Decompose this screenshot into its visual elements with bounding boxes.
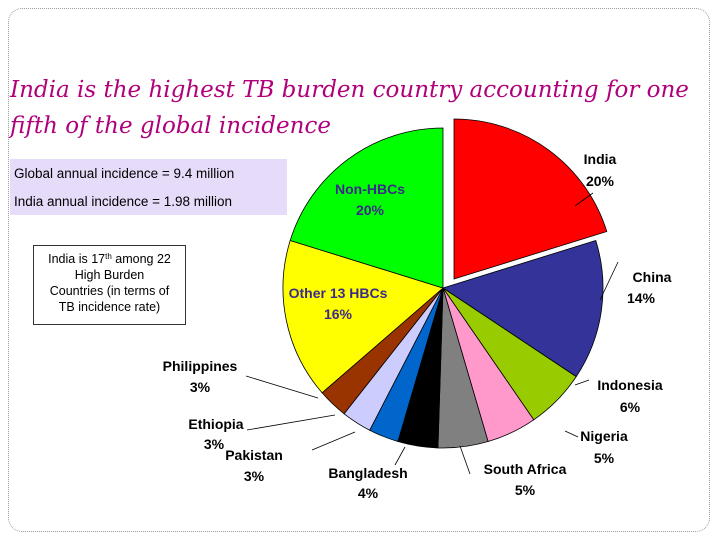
- leader-line-ethiopia: [246, 414, 336, 431]
- slice-percent-philippines: 3%: [190, 379, 211, 395]
- slice-label-south-africa: South Africa: [484, 461, 567, 477]
- slide-title-line-1: India is the highest TB burden country a…: [10, 77, 689, 103]
- slice-label-china: China: [633, 269, 672, 285]
- leader-line-bangladesh: [394, 446, 406, 466]
- leader-line-pakistan: [311, 431, 356, 451]
- rank-note-text-end: among 22: [111, 252, 171, 266]
- rank-note-line-1: India is 17th among 22: [34, 251, 185, 267]
- pie-slice-non-hbcs: [289, 127, 444, 289]
- slice-percent-other-13-hbcs: 16%: [324, 306, 353, 322]
- leader-line-indonesia: [574, 379, 590, 386]
- leader-line-nigeria: [564, 430, 579, 438]
- slice-label-non-hbcs: Non-HBCs: [335, 181, 405, 197]
- rank-note-line-3: Countries (in terms of: [49, 284, 170, 298]
- slice-percent-indonesia: 6%: [620, 399, 641, 415]
- pie-slice-other-13-hbcs: [282, 239, 444, 394]
- leader-line-philippines: [245, 375, 319, 399]
- slice-label-india: India: [584, 151, 617, 167]
- slice-label-bangladesh: Bangladesh: [328, 465, 407, 481]
- pie-slice-china: [442, 239, 604, 378]
- global-incidence-text: Global annual incidence = 9.4 million: [14, 166, 235, 181]
- rank-note-line-2: High Burden: [74, 268, 145, 282]
- slice-percent-ethiopia: 3%: [204, 436, 225, 452]
- slide-title-line-2: fifth of the global incidence: [10, 113, 331, 139]
- leader-line-china: [599, 261, 619, 301]
- slice-label-other-13-hbcs: Other 13 HBCs: [289, 285, 388, 301]
- rank-note-box: India is 17th among 22 High Burden Count…: [33, 245, 186, 325]
- rank-note-text: India is 17: [48, 252, 106, 266]
- slice-label-ethiopia: Ethiopia: [188, 416, 243, 432]
- slice-percent-nigeria: 5%: [594, 450, 615, 466]
- slice-label-pakistan: Pakistan: [225, 447, 283, 463]
- india-incidence-text: India annual incidence = 1.98 million: [14, 194, 233, 209]
- slide-frame: [8, 8, 710, 532]
- leader-line-india: [574, 192, 594, 207]
- incidence-stats-box: Global annual incidence = 9.4 million In…: [10, 159, 287, 215]
- slide-title: India is the highest TB burden country a…: [10, 72, 700, 144]
- slice-percent-non-hbcs: 20%: [356, 202, 385, 218]
- slice-percent-bangladesh: 4%: [358, 485, 379, 501]
- slice-percent-india: 20%: [586, 173, 615, 189]
- slice-label-nigeria: Nigeria: [580, 428, 628, 444]
- slice-percent-south-africa: 5%: [515, 482, 536, 498]
- rank-note-line-4: TB incidence rate): [58, 300, 161, 314]
- rank-note-superscript: th: [105, 252, 112, 261]
- slice-percent-china: 14%: [627, 290, 656, 306]
- leader-line-south-africa: [459, 445, 471, 475]
- slice-label-philippines: Philippines: [163, 358, 238, 374]
- slice-label-indonesia: Indonesia: [597, 377, 663, 393]
- slice-percent-pakistan: 3%: [244, 468, 265, 484]
- pie-slice-india: [453, 118, 608, 280]
